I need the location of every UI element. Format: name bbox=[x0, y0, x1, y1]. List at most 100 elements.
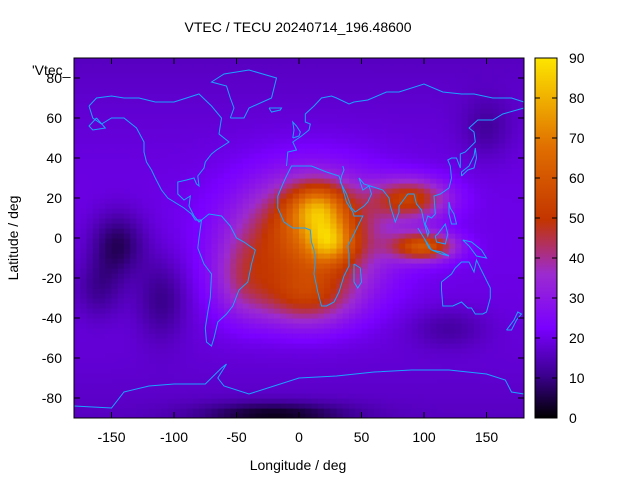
heatmap-cell bbox=[361, 318, 369, 324]
heatmap-cell bbox=[74, 363, 81, 369]
heatmap-cell bbox=[392, 383, 400, 389]
heatmap-cell bbox=[230, 328, 238, 334]
heatmap-cell bbox=[267, 303, 275, 309]
heatmap-cell bbox=[217, 58, 225, 64]
heatmap-cell bbox=[474, 213, 481, 219]
heatmap-cell bbox=[442, 383, 450, 389]
heatmap-cell bbox=[486, 403, 494, 409]
heatmap-cell bbox=[330, 128, 338, 134]
heatmap-cell bbox=[111, 213, 119, 219]
heatmap-cell bbox=[136, 218, 144, 224]
heatmap-cell bbox=[417, 378, 425, 384]
heatmap-cell bbox=[280, 58, 288, 64]
heatmap-cell bbox=[186, 108, 194, 114]
heatmap-cell bbox=[261, 103, 269, 109]
heatmap-cell bbox=[155, 263, 163, 269]
heatmap-cell bbox=[117, 188, 125, 194]
heatmap-cell bbox=[80, 358, 88, 364]
heatmap-cell bbox=[505, 373, 513, 379]
heatmap-cell bbox=[349, 228, 356, 234]
heatmap-cell bbox=[474, 388, 481, 394]
heatmap-cell bbox=[399, 353, 406, 359]
heatmap-cell bbox=[292, 263, 300, 269]
heatmap-cell bbox=[267, 73, 275, 79]
heatmap-cell bbox=[274, 363, 281, 369]
heatmap-cell bbox=[217, 298, 225, 304]
heatmap-cell bbox=[86, 298, 94, 304]
heatmap-cell bbox=[292, 188, 300, 194]
heatmap-cell bbox=[330, 183, 338, 189]
heatmap-cell bbox=[324, 263, 331, 269]
heatmap-cell bbox=[105, 278, 113, 284]
heatmap-cell bbox=[230, 188, 238, 194]
heatmap-cell bbox=[236, 383, 244, 389]
heatmap-cell bbox=[492, 253, 500, 259]
heatmap-cell bbox=[311, 333, 319, 339]
heatmap-cell bbox=[130, 403, 138, 409]
heatmap-cell bbox=[99, 338, 106, 344]
heatmap-cell bbox=[430, 308, 438, 314]
heatmap-cell bbox=[205, 408, 213, 414]
heatmap-cell bbox=[324, 88, 331, 94]
heatmap-cell bbox=[311, 68, 319, 74]
heatmap-cell bbox=[80, 328, 88, 334]
heatmap-cell bbox=[374, 138, 381, 144]
heatmap-cell bbox=[336, 128, 344, 134]
heatmap-cell bbox=[217, 203, 225, 209]
heatmap-cell bbox=[236, 68, 244, 74]
heatmap-cell bbox=[230, 153, 238, 159]
heatmap-cell bbox=[74, 198, 81, 204]
heatmap-cell bbox=[449, 238, 456, 244]
heatmap-cell bbox=[361, 268, 369, 274]
heatmap-cell bbox=[474, 228, 481, 234]
heatmap-cell bbox=[274, 163, 281, 169]
heatmap-cell bbox=[386, 413, 394, 418]
heatmap-cell bbox=[455, 158, 463, 164]
heatmap-cell bbox=[99, 388, 106, 394]
heatmap-cell bbox=[505, 393, 513, 399]
heatmap-cell bbox=[424, 93, 431, 99]
heatmap-cell bbox=[292, 363, 300, 369]
heatmap-cell bbox=[105, 298, 113, 304]
heatmap-cell bbox=[117, 128, 125, 134]
heatmap-cell bbox=[367, 278, 375, 284]
heatmap-cell bbox=[486, 198, 494, 204]
heatmap-cell bbox=[392, 243, 400, 249]
heatmap-cell bbox=[480, 138, 488, 144]
heatmap-cell bbox=[349, 73, 356, 79]
heatmap-cell bbox=[267, 93, 275, 99]
heatmap-cell bbox=[399, 343, 406, 349]
heatmap-cell bbox=[480, 73, 488, 79]
heatmap-cell bbox=[417, 263, 425, 269]
heatmap-cell bbox=[480, 323, 488, 329]
heatmap-cell bbox=[280, 198, 288, 204]
heatmap-cell bbox=[361, 343, 369, 349]
heatmap-cell bbox=[136, 98, 144, 104]
heatmap-cell bbox=[142, 93, 150, 99]
heatmap-cell bbox=[211, 88, 219, 94]
heatmap-cell bbox=[186, 183, 194, 189]
heatmap-cell bbox=[461, 323, 469, 329]
heatmap-cell bbox=[174, 223, 181, 229]
heatmap-cell bbox=[474, 243, 481, 249]
heatmap-cell bbox=[274, 303, 281, 309]
heatmap-cell bbox=[92, 68, 100, 74]
heatmap-cell bbox=[255, 268, 263, 274]
heatmap-cell bbox=[299, 333, 306, 339]
heatmap-cell bbox=[136, 118, 144, 124]
heatmap-cell bbox=[461, 93, 469, 99]
heatmap-cell bbox=[274, 218, 281, 224]
heatmap-cell bbox=[242, 323, 250, 329]
heatmap-cell bbox=[111, 283, 119, 289]
heatmap-cell bbox=[161, 343, 169, 349]
heatmap-cell bbox=[430, 398, 438, 404]
heatmap-cell bbox=[280, 93, 288, 99]
heatmap-cell bbox=[186, 218, 194, 224]
heatmap-cell bbox=[349, 223, 356, 229]
heatmap-cell bbox=[99, 308, 106, 314]
heatmap-cell bbox=[192, 88, 200, 94]
heatmap-cell bbox=[355, 58, 363, 64]
heatmap-cell bbox=[361, 248, 369, 254]
heatmap-cell bbox=[99, 238, 106, 244]
heatmap-cell bbox=[349, 168, 356, 174]
